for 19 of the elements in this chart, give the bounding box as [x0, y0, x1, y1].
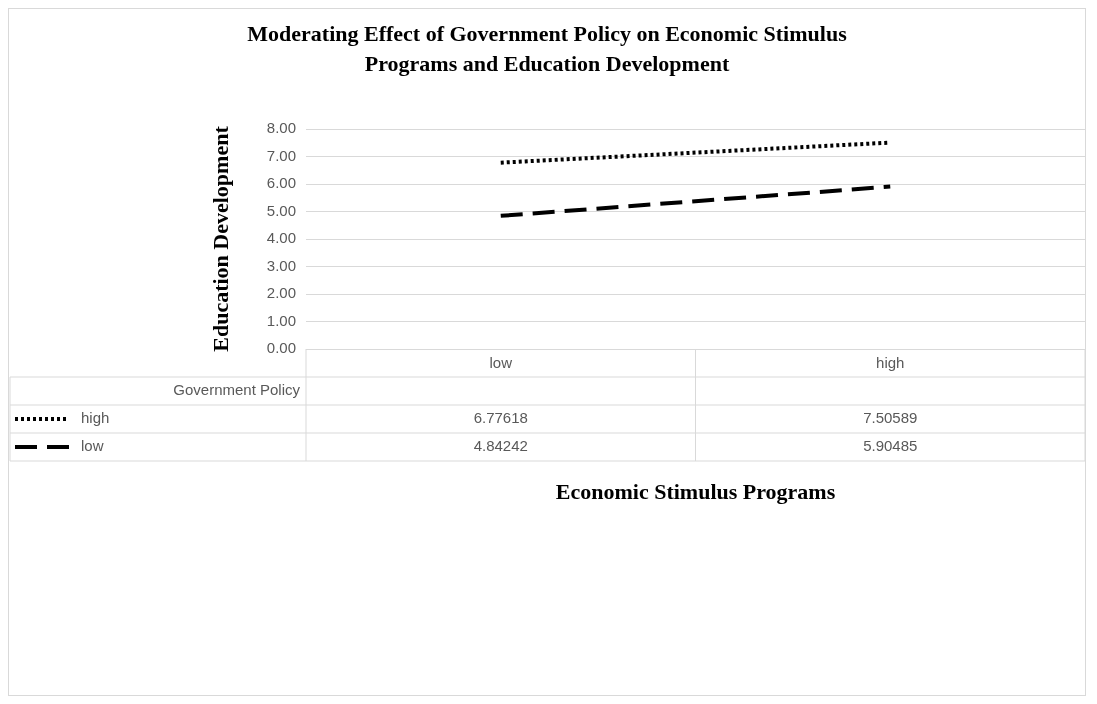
y-tick-label: 3.00 [266, 256, 296, 274]
y-axis-title: Education Development [207, 125, 233, 352]
y-tick-label: 8.00 [266, 119, 296, 137]
data-label: 5.90485 [863, 437, 918, 455]
legend-label: low [81, 437, 104, 455]
x-axis-title: Economic Stimulus Programs [555, 478, 836, 504]
y-tick-label: 0.00 [266, 339, 296, 357]
y-tick-label: 2.00 [266, 284, 296, 302]
legend-label: high [81, 409, 110, 427]
y-tick-label: 5.00 [266, 201, 296, 219]
data-label: 7.50589 [863, 409, 918, 427]
data-label: 6.77618 [473, 409, 528, 427]
y-tick-label: 7.00 [266, 146, 296, 164]
chart-title: Moderating Effect of Government Policy on Economic Stimulus Programs and Education Development [246, 20, 848, 78]
y-tick-label: 6.00 [266, 174, 296, 192]
y-tick-label: 1.00 [266, 311, 296, 329]
y-tick-label: 4.00 [266, 229, 296, 247]
data-label: 4.84242 [473, 437, 528, 455]
legend-title: Government Policy [173, 381, 301, 399]
